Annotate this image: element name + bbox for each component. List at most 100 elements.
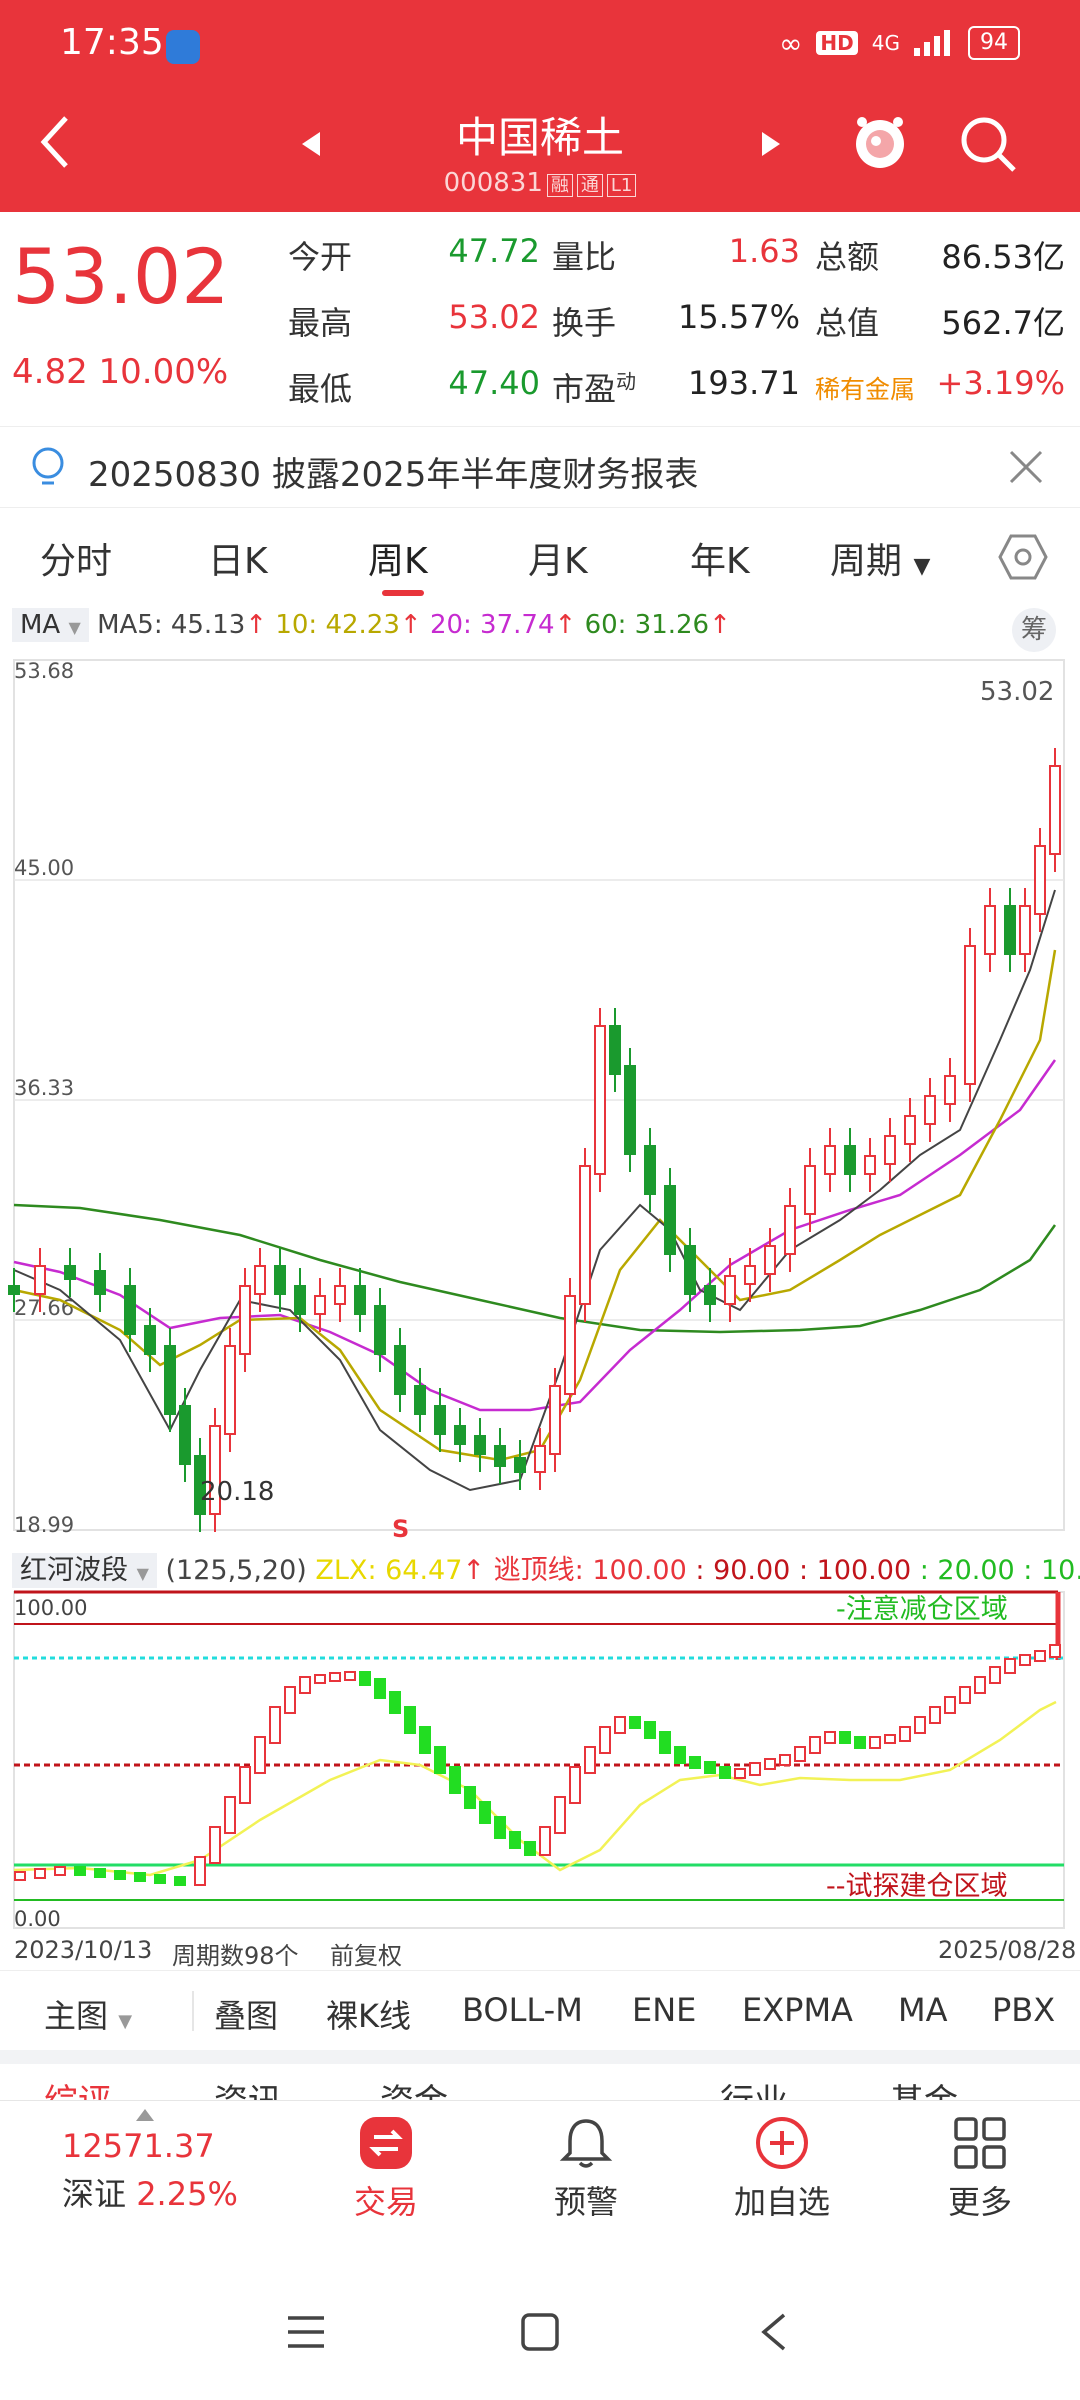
candle-body <box>224 1345 236 1435</box>
candle-body <box>804 1165 816 1215</box>
peek-tab-3[interactable]: 行业 <box>720 2082 788 2104</box>
tool-naked-k[interactable]: 裸K线 <box>326 1997 411 2035</box>
date-end: 2025/08/28 <box>938 1936 1077 1964</box>
price-change: 4.82 10.00% <box>12 352 228 392</box>
candle-body <box>609 1025 621 1075</box>
candle-body <box>254 1265 266 1295</box>
candle-body <box>784 1205 796 1255</box>
nav-more[interactable]: 更多 <box>947 2183 1012 2221</box>
stock-code: 000831 融通 L1 <box>0 168 1080 198</box>
tool-ma[interactable]: MA <box>898 1991 948 2029</box>
sub-bar <box>599 1726 611 1754</box>
sub-indicator-select[interactable]: 红河波段 ▼ <box>12 1553 157 1588</box>
sub-bar <box>374 1678 386 1699</box>
chip-distribution-button[interactable]: 筹 <box>1012 608 1056 652</box>
nav-add[interactable]: 加自选 <box>733 2183 830 2221</box>
bell-icon[interactable] <box>558 2115 614 2171</box>
candle-body <box>664 1185 676 1255</box>
kline-chart[interactable]: 53.68 45.00 36.33 27.66 18.99 53.02 20.1… <box>0 650 1080 1550</box>
close-icon[interactable] <box>1008 449 1044 485</box>
sub-indicator-name: 红河波段 <box>20 1555 128 1586</box>
low-value: 47.40 <box>448 364 540 402</box>
indicator-select[interactable]: MA ▼ <box>12 608 89 642</box>
last-price-label: 53.02 <box>980 677 1054 707</box>
next-stock-icon[interactable] <box>760 130 782 158</box>
assistant-mascot-icon[interactable] <box>850 112 910 172</box>
main-chart-select[interactable]: 主图 ▼ <box>44 1997 133 2035</box>
tool-boll-m[interactable]: BOLL-M <box>462 1991 583 2029</box>
candle-body <box>534 1445 546 1473</box>
sub-bar <box>239 1766 251 1804</box>
candle-body <box>434 1405 446 1435</box>
sub-indicator-chart[interactable]: 100.00 0.00 -注意减仓区域 --试探建仓区域 <box>0 1590 1080 1970</box>
tool-pbx[interactable]: PBX <box>992 1991 1056 2029</box>
tool-ene[interactable]: ENE <box>632 1991 697 2029</box>
index-summary[interactable]: 深证 2.25% <box>62 2169 238 2215</box>
search-icon[interactable] <box>958 114 1018 174</box>
candle-body <box>579 1165 591 1305</box>
trade-icon[interactable] <box>358 2115 414 2171</box>
tab-intraday[interactable]: 分时 <box>40 541 113 582</box>
settings-hexagon-icon[interactable] <box>998 534 1048 580</box>
peek-tab-4[interactable]: 基金 <box>890 2082 958 2104</box>
expand-up-icon[interactable] <box>136 2109 154 2121</box>
section-divider <box>0 2050 1080 2064</box>
ma10-line <box>13 949 1057 1462</box>
y-label-4: 27.66 <box>14 1296 74 1320</box>
nav-alert[interactable]: 预警 <box>553 2183 618 2221</box>
nav-trade[interactable]: 交易 <box>353 2183 418 2221</box>
pe-label-text: 市盈 <box>552 370 617 408</box>
candle-body <box>964 945 976 1085</box>
candlesticks <box>8 748 1061 1532</box>
market-cap-value: 562.7亿 <box>941 304 1065 342</box>
peek-tab-1[interactable]: 资讯 <box>214 2082 282 2104</box>
high-label: 最高 <box>288 304 353 342</box>
tab-monthly[interactable]: 月K <box>528 541 588 582</box>
tab-period-label: 周期 <box>830 541 903 582</box>
indicator-select-label: MA <box>20 610 61 640</box>
tab-weekly[interactable]: 周K <box>368 541 428 582</box>
current-price: 53.02 <box>12 232 230 321</box>
grid-more-icon[interactable] <box>952 2115 1008 2171</box>
index-value[interactable]: 12571.37 <box>62 2127 215 2165</box>
menu-icon[interactable] <box>286 2314 326 2350</box>
sub-bar <box>359 1671 371 1686</box>
sub-bar <box>94 1868 106 1878</box>
back-icon[interactable] <box>36 112 76 172</box>
tool-overlay[interactable]: 叠图 <box>214 1997 279 2035</box>
sector-value[interactable]: +3.19% <box>936 364 1065 402</box>
sub-bar <box>614 1716 626 1734</box>
sub-bar <box>734 1768 746 1779</box>
adjust-mode[interactable]: 前复权 <box>330 1942 402 1970</box>
candle-body <box>624 1065 636 1155</box>
peek-tab-0[interactable]: 综评 <box>44 2082 112 2104</box>
add-watchlist-icon[interactable] <box>754 2115 810 2171</box>
turnover-rate-value: 15.57% <box>677 298 800 336</box>
main-chart-select-label: 主图 <box>44 1997 109 2035</box>
home-icon[interactable] <box>520 2312 560 2352</box>
sub-bar <box>329 1672 341 1682</box>
candle-body <box>334 1285 346 1305</box>
notice-bar[interactable]: 20250830 披露2025年半年度财务报表 <box>0 426 1080 508</box>
active-tab-indicator <box>382 590 424 596</box>
sub-v2: : 100.00 <box>798 1555 912 1586</box>
pe-sup: 动 <box>616 369 637 394</box>
sub-bar <box>479 1801 491 1824</box>
back-nav-icon[interactable] <box>758 2312 788 2352</box>
sector-label[interactable]: 稀有金属 <box>815 375 916 404</box>
tag-level: L1 <box>606 174 637 197</box>
sub-bar <box>269 1706 281 1744</box>
peek-tab-2[interactable]: 资金 <box>380 2082 448 2104</box>
tools-divider <box>192 1991 194 2031</box>
candle-body <box>94 1270 106 1295</box>
turnover-amount-value: 86.53亿 <box>941 238 1065 276</box>
period-tabs: 分时 日K 周K 月K 年K 周期 ▼ <box>0 512 1080 600</box>
tab-period[interactable]: 周期 ▼ <box>830 532 930 584</box>
sub-bar <box>1019 1654 1031 1666</box>
tab-daily[interactable]: 日K <box>208 541 268 582</box>
sub-bar <box>644 1721 656 1739</box>
tab-yearly[interactable]: 年K <box>690 541 750 582</box>
candle-body <box>594 1025 606 1175</box>
prev-stock-icon[interactable] <box>300 130 322 158</box>
tool-expma[interactable]: EXPMA <box>742 1991 853 2029</box>
